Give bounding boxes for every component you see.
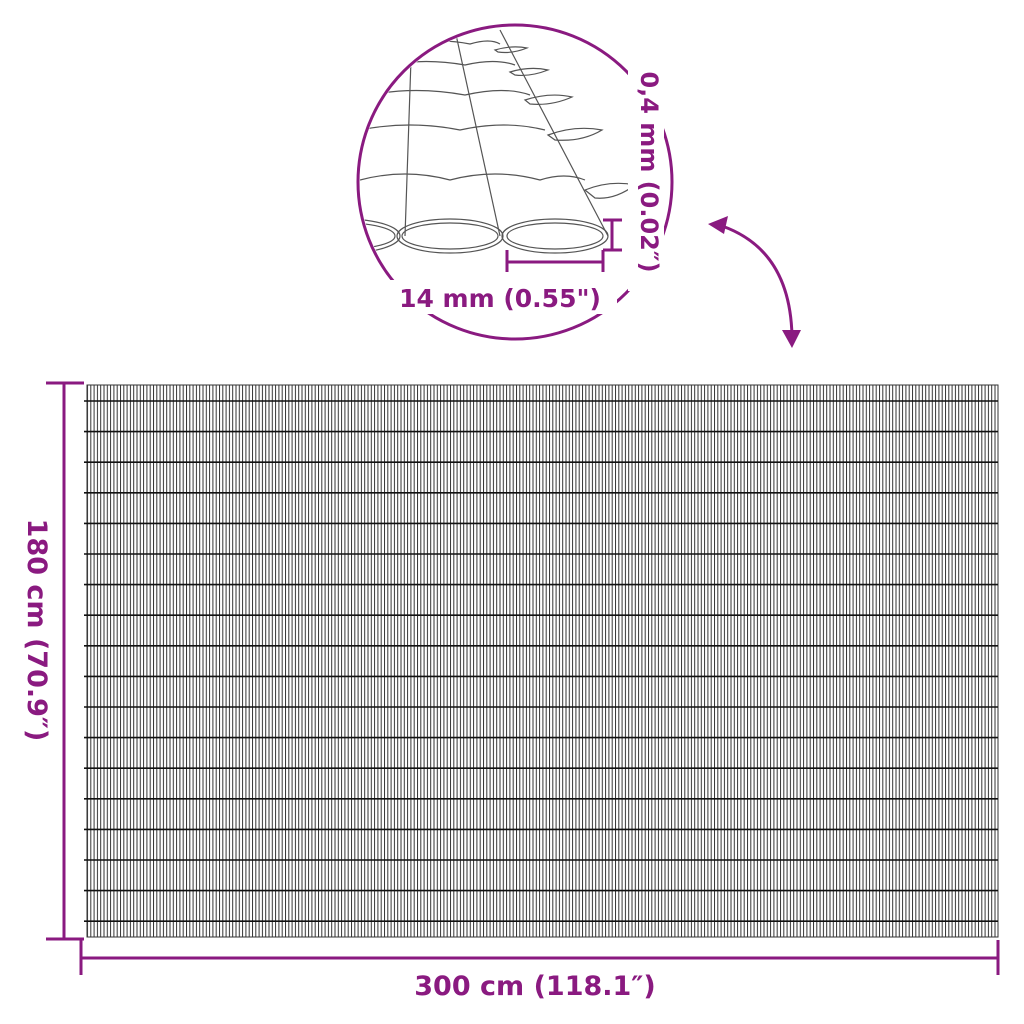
height-dimension-line — [46, 381, 84, 941]
screen-panel — [84, 384, 999, 938]
detail-dimension-markers — [505, 218, 622, 272]
width-label: 300 cm (118.1″) — [414, 971, 655, 1002]
width-dimension-line — [79, 940, 1000, 975]
tube-detail-illustration — [360, 29, 637, 254]
strip-thickness-label: 0,4 mm (0.02″) — [635, 71, 663, 272]
height-label: 180 cm (70.9″) — [21, 519, 52, 742]
curved-double-arrow-icon — [708, 216, 801, 348]
detail-circle-outline — [356, 23, 674, 341]
strip-width-label: 14 mm (0.55") — [399, 284, 601, 313]
panel-horizontal-wires — [84, 400, 998, 923]
detail-magnifier: 14 mm (0.55") 0,4 mm (0.02″) — [356, 23, 674, 341]
